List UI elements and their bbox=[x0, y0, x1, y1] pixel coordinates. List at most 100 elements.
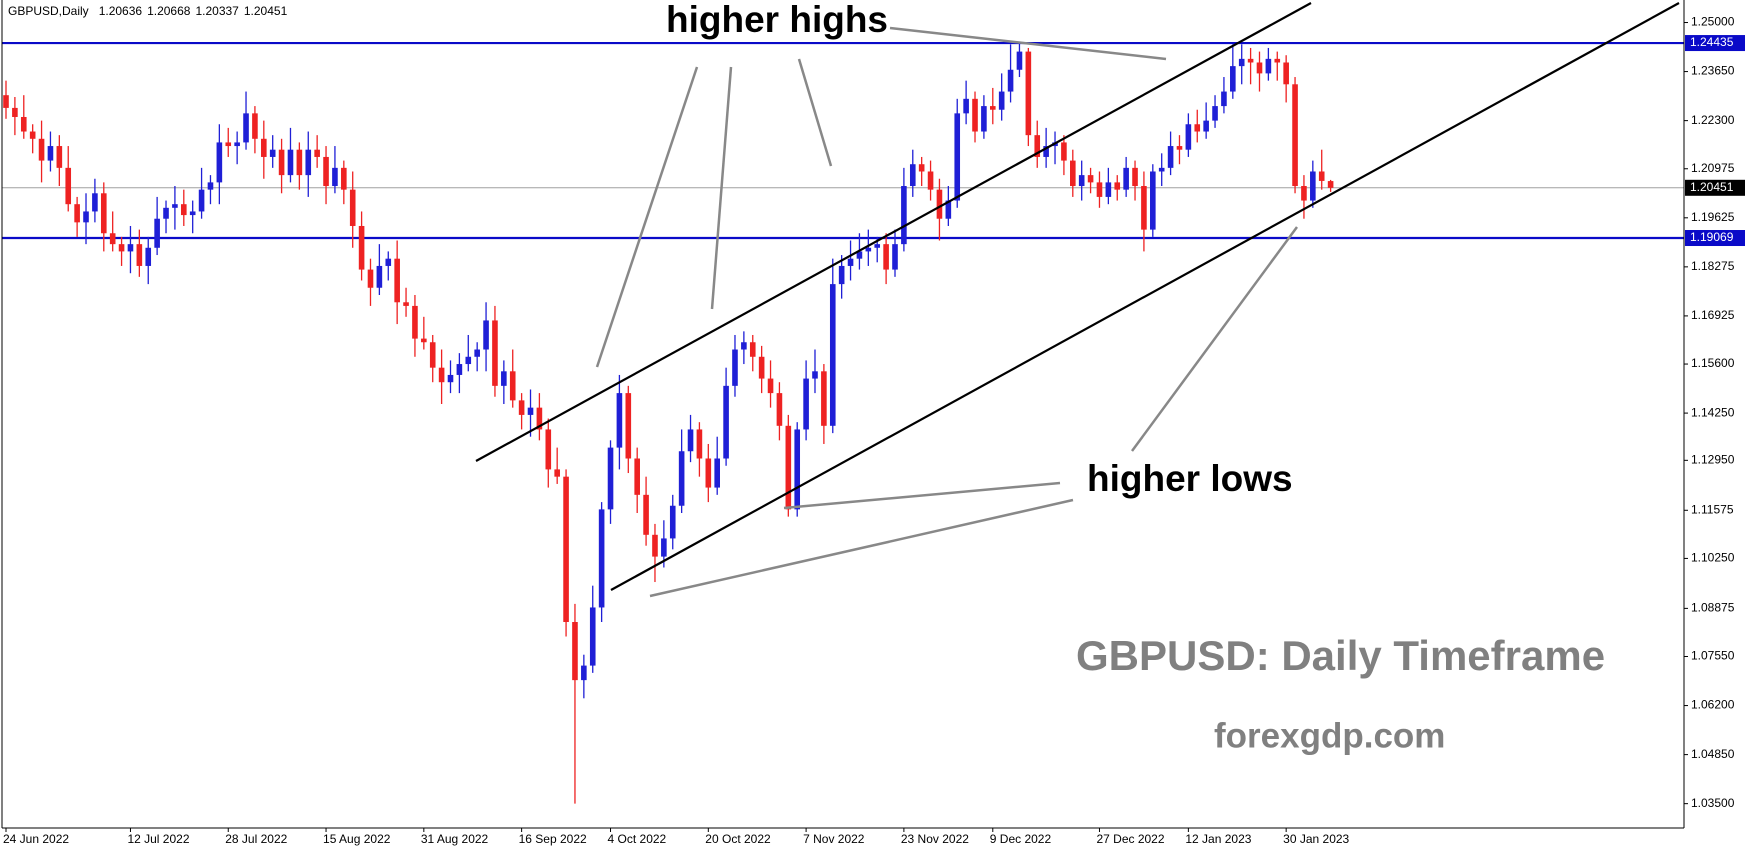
candle-body bbox=[198, 189, 205, 212]
candle-body bbox=[1238, 58, 1245, 67]
candle-body bbox=[838, 265, 845, 285]
candle-body bbox=[1034, 135, 1041, 157]
price-tag-label: 1.20451 bbox=[1690, 180, 1734, 194]
candle-body bbox=[652, 534, 658, 557]
price-tag bbox=[1685, 230, 1745, 247]
candle-body bbox=[1230, 66, 1236, 92]
candle-body bbox=[492, 320, 498, 386]
y-tick-label: 1.07550 bbox=[1691, 649, 1735, 663]
price-tag-label: 1.19069 bbox=[1690, 230, 1734, 244]
candle-body bbox=[1114, 182, 1121, 190]
x-tick-label: 4 Oct 2022 bbox=[608, 832, 667, 846]
candle-body bbox=[545, 429, 552, 470]
y-tick-label: 1.11575 bbox=[1691, 502, 1734, 516]
candle-body bbox=[1212, 106, 1218, 121]
candle-body bbox=[518, 400, 525, 415]
candle-body bbox=[794, 429, 801, 510]
candle-body bbox=[723, 385, 729, 459]
candle-body bbox=[429, 342, 436, 368]
candle-body bbox=[332, 167, 338, 187]
candle-body bbox=[1256, 62, 1263, 74]
candle-body bbox=[1105, 182, 1112, 197]
pointer bbox=[649, 498, 1074, 598]
candle-body bbox=[47, 146, 54, 161]
pointer bbox=[1130, 226, 1299, 452]
y-tick-label: 1.16925 bbox=[1691, 308, 1735, 322]
candle-body bbox=[554, 469, 560, 477]
candle-body bbox=[20, 116, 27, 132]
candle-body bbox=[367, 269, 374, 288]
candle-body bbox=[92, 193, 98, 212]
candle-body bbox=[225, 142, 232, 147]
candle-body bbox=[643, 494, 649, 535]
x-tick-label: 28 Jul 2022 bbox=[225, 832, 287, 846]
candle-body bbox=[661, 538, 667, 557]
candle-body bbox=[892, 244, 898, 270]
candle-body bbox=[963, 98, 969, 114]
candle-body bbox=[305, 149, 312, 176]
candle-body bbox=[901, 186, 907, 245]
candle-body bbox=[314, 149, 320, 157]
candle-body bbox=[74, 204, 80, 223]
candle-body bbox=[127, 244, 134, 252]
candle-body bbox=[563, 476, 569, 622]
candle-body bbox=[1007, 69, 1014, 92]
candle-body bbox=[874, 244, 881, 248]
low: 1.20337 bbox=[195, 4, 239, 18]
candle-body bbox=[83, 211, 89, 223]
candles bbox=[3, 42, 1334, 804]
candle-body bbox=[1061, 142, 1067, 161]
candle-body bbox=[1096, 182, 1103, 197]
candle-body bbox=[252, 113, 258, 139]
candle-body bbox=[981, 106, 987, 132]
candle-body bbox=[447, 374, 454, 383]
candle-body bbox=[945, 200, 952, 219]
candle-body bbox=[287, 149, 294, 176]
y-tick-label: 1.18275 bbox=[1691, 259, 1735, 273]
candle-body bbox=[376, 265, 383, 288]
candle-body bbox=[261, 138, 267, 157]
candle-body bbox=[154, 218, 160, 248]
candle-body bbox=[216, 142, 223, 183]
annotation: higher highs bbox=[666, 0, 888, 40]
candle-body bbox=[100, 193, 107, 234]
candle-body bbox=[109, 233, 116, 245]
candle-body bbox=[403, 302, 409, 306]
x-tick-label: 24 Jun 2022 bbox=[3, 832, 69, 846]
candle-body bbox=[243, 113, 249, 143]
candle-body bbox=[678, 451, 685, 506]
candle-body bbox=[456, 364, 463, 375]
candle-body bbox=[3, 95, 9, 108]
close: 1.20451 bbox=[244, 4, 288, 18]
candle-body bbox=[767, 378, 774, 394]
candle-body bbox=[474, 349, 480, 357]
candle-body bbox=[118, 244, 125, 252]
candle-body bbox=[145, 247, 152, 266]
candle-body bbox=[616, 393, 623, 448]
pointer bbox=[797, 58, 833, 167]
price-tag bbox=[1685, 35, 1745, 52]
candle-body bbox=[207, 182, 214, 190]
candle-body bbox=[536, 407, 543, 430]
candle-body bbox=[847, 258, 854, 266]
x-tick-label: 27 Dec 2022 bbox=[1096, 832, 1164, 846]
pointer bbox=[595, 66, 699, 368]
candle-body bbox=[954, 113, 961, 201]
candle-body bbox=[572, 621, 578, 681]
candle-body bbox=[501, 371, 507, 386]
x-tick-label: 30 Jan 2023 bbox=[1283, 832, 1349, 846]
y-tick-label: 1.10250 bbox=[1691, 551, 1735, 565]
candle-body bbox=[412, 305, 418, 339]
y-tick-label: 1.04850 bbox=[1691, 747, 1735, 761]
candle-body bbox=[865, 247, 872, 252]
candle-body bbox=[732, 349, 738, 386]
pointer bbox=[710, 66, 733, 310]
x-tick-label: 9 Dec 2022 bbox=[990, 832, 1052, 846]
candle-body bbox=[856, 251, 863, 259]
candle-body bbox=[625, 393, 632, 459]
candle-body bbox=[1301, 186, 1307, 201]
open: 1.20636 bbox=[99, 4, 143, 18]
candle-body bbox=[936, 189, 943, 219]
candle-body bbox=[607, 447, 614, 510]
